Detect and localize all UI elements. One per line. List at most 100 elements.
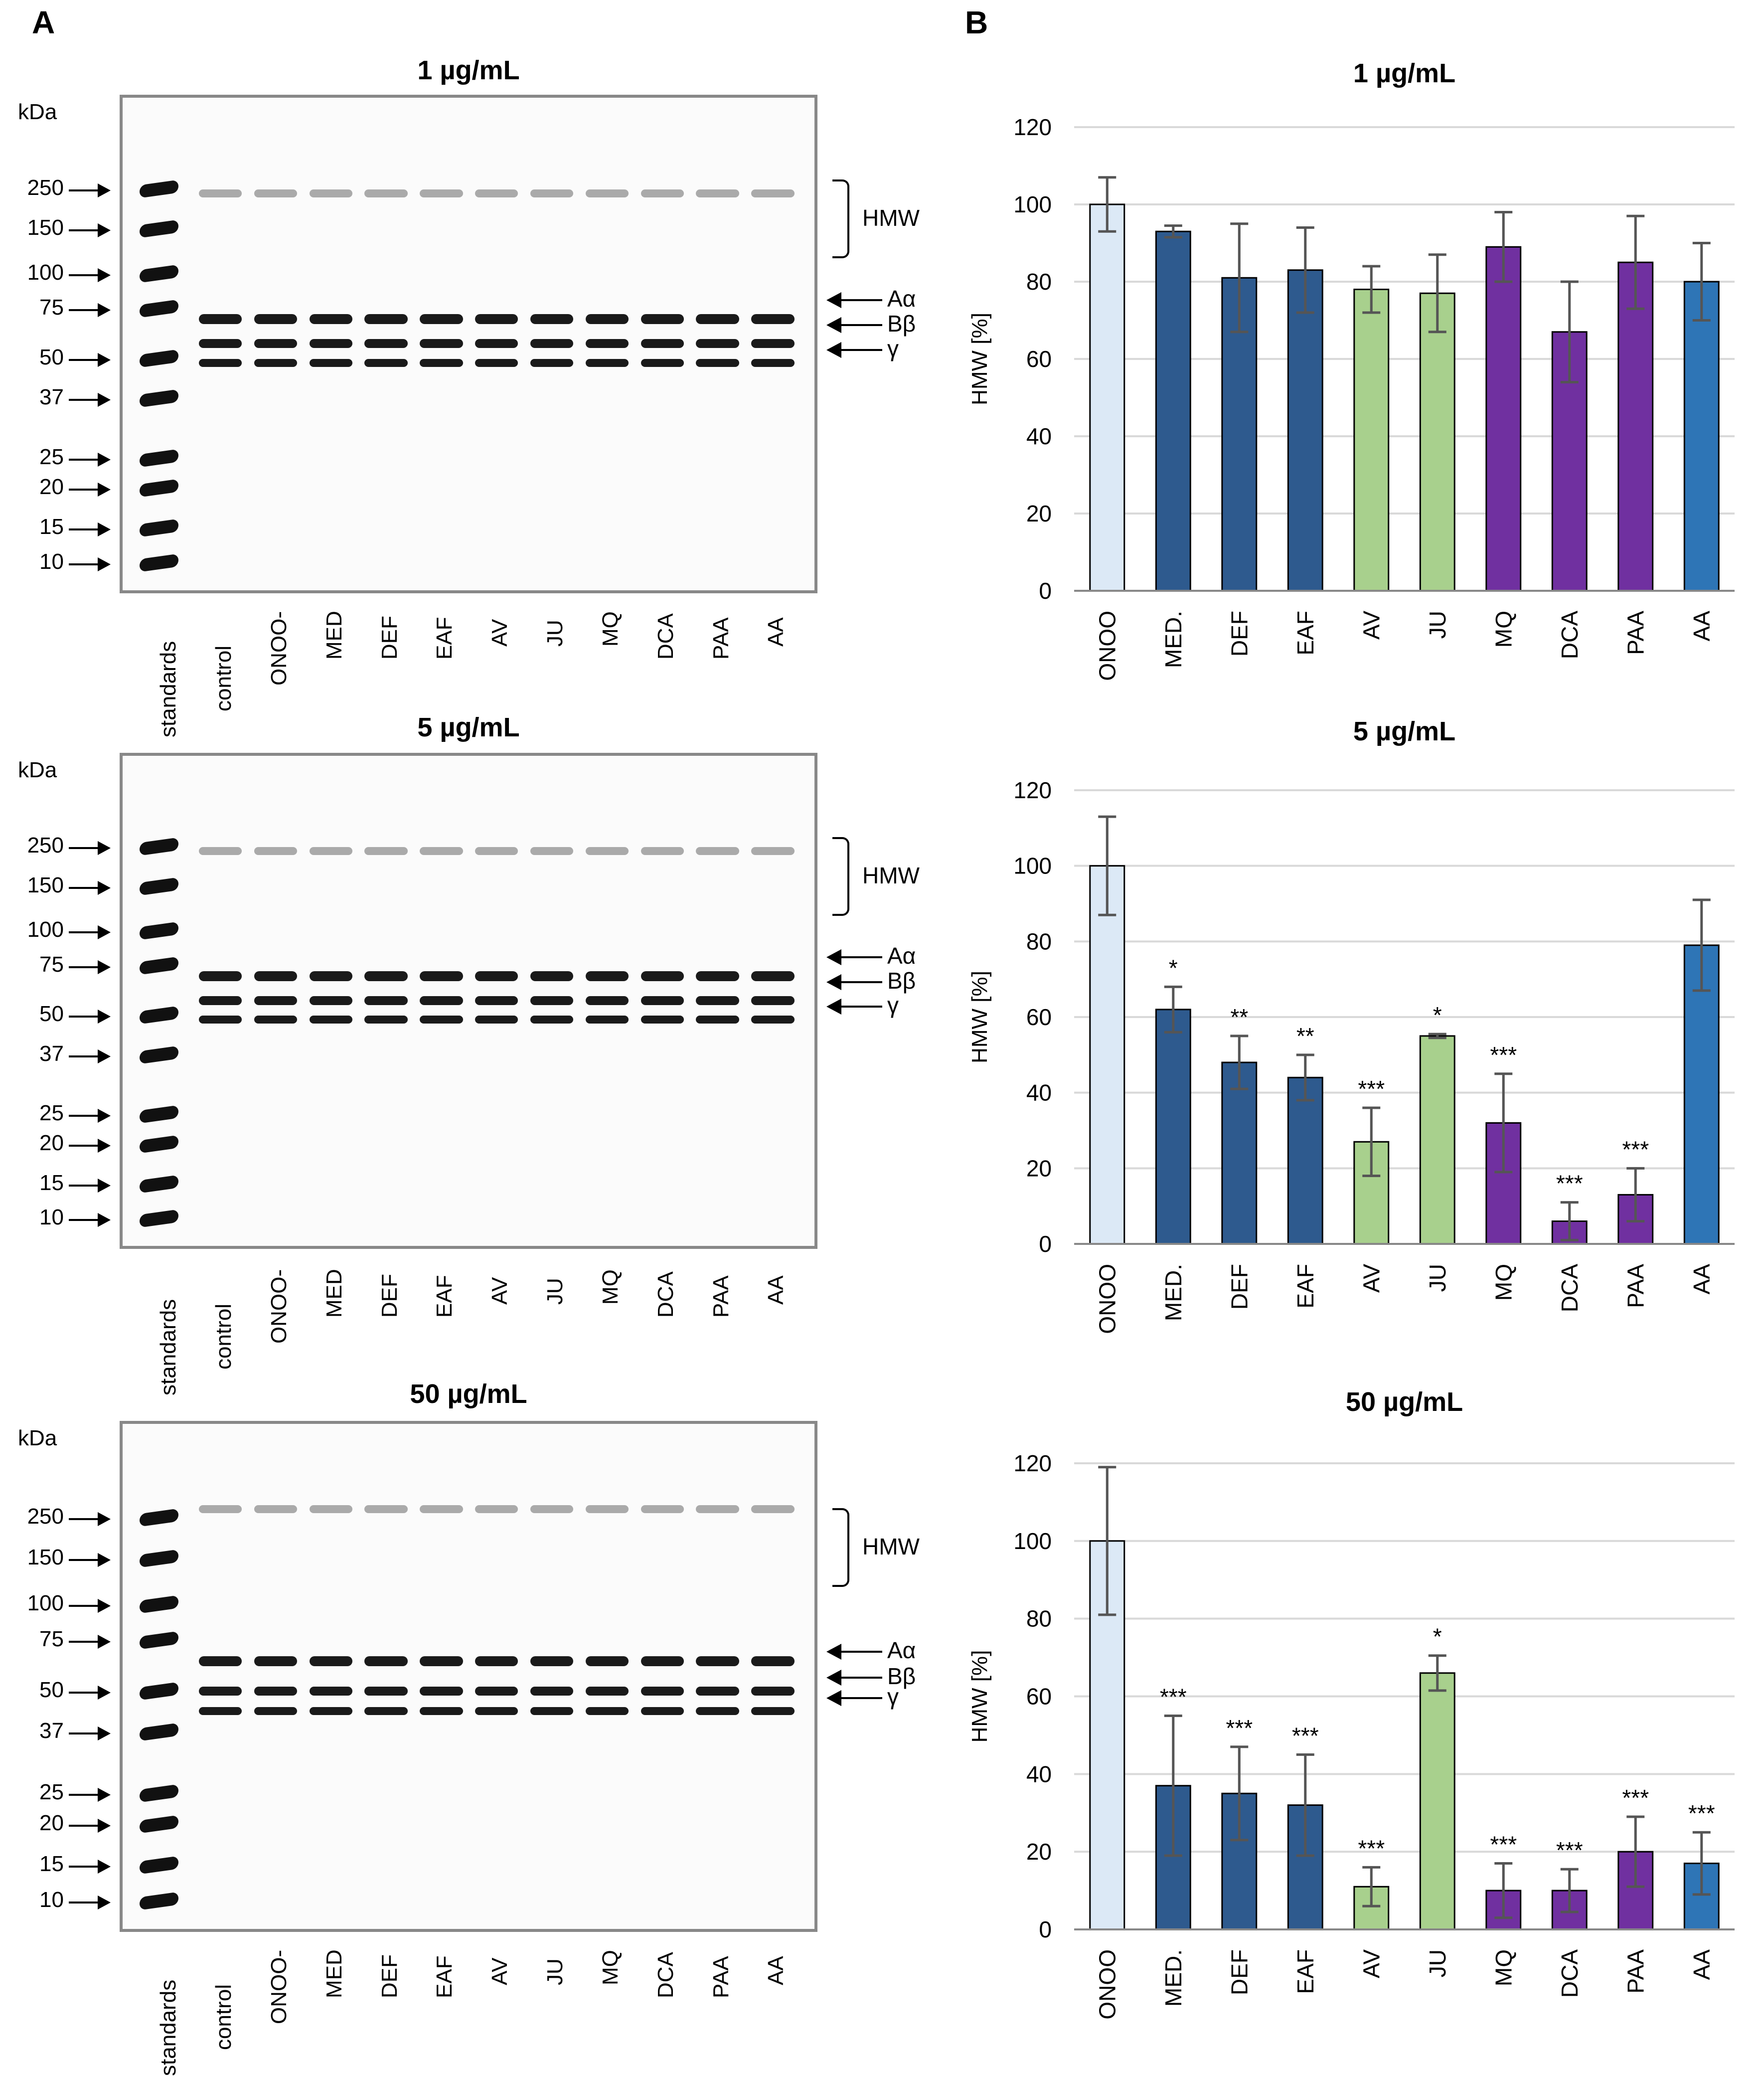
protein-band	[254, 314, 298, 324]
band-arrow-icon	[826, 1669, 882, 1686]
y-tick-label: 0	[1039, 1916, 1052, 1942]
marker-label: 10	[39, 1205, 64, 1230]
hmw-brace	[832, 837, 849, 916]
hmw-label: HMW	[862, 1533, 920, 1559]
y-tick-label: 60	[1026, 346, 1052, 372]
protein-band	[641, 339, 684, 348]
marker-arrow-icon	[69, 1686, 111, 1700]
marker-arrow-icon	[69, 1553, 111, 1567]
panel-label-a: A	[32, 4, 55, 40]
x-tick-label: DEF	[1226, 1949, 1252, 1995]
x-tick-label: ONOO	[1094, 1264, 1120, 1334]
marker-label: 25	[39, 1780, 64, 1805]
band-arrow-icon	[826, 1644, 882, 1660]
significance-label: *	[1169, 955, 1178, 981]
significance-label: ***	[1622, 1136, 1649, 1162]
significance-label: ***	[1226, 1715, 1253, 1741]
protein-band	[254, 359, 298, 367]
band-arrow-icon	[826, 974, 882, 990]
protein-band	[585, 339, 629, 348]
protein-band	[696, 971, 739, 981]
significance-label: *	[1433, 1002, 1442, 1028]
marker-arrow-icon	[69, 1139, 111, 1153]
protein-band	[530, 1656, 574, 1666]
protein-band	[420, 1016, 463, 1024]
protein-band	[641, 1656, 684, 1666]
protein-band	[254, 1656, 298, 1666]
protein-band	[585, 971, 629, 981]
protein-band	[751, 847, 795, 856]
protein-band	[420, 1707, 463, 1715]
y-tick-label: 40	[1026, 423, 1052, 449]
protein-band	[475, 996, 518, 1005]
x-tick-label: AA	[1689, 1949, 1715, 1980]
marker-label: 20	[39, 1131, 64, 1156]
protein-band	[364, 996, 408, 1005]
y-tick-label: 20	[1026, 1155, 1052, 1181]
protein-band	[420, 189, 463, 197]
bar	[1155, 230, 1191, 592]
protein-band	[641, 314, 684, 324]
x-tick-label: MED.	[1160, 611, 1186, 668]
marker-label: 75	[39, 295, 64, 320]
protein-band	[309, 359, 352, 367]
significance-label: ***	[1160, 1684, 1187, 1710]
protein-band	[198, 1505, 242, 1514]
marker-arrow-icon	[69, 1049, 111, 1063]
protein-band	[696, 314, 739, 324]
marker-label: 25	[39, 445, 64, 469]
marker-label: 15	[39, 515, 64, 539]
protein-band	[641, 1505, 684, 1514]
protein-band	[751, 1505, 795, 1514]
protein-band	[751, 1016, 795, 1024]
y-tick-label: 100	[1013, 853, 1052, 879]
protein-band	[751, 339, 795, 348]
x-tick-label: DEF	[1226, 611, 1252, 657]
marker-arrow-icon	[69, 880, 111, 895]
bar	[1089, 203, 1125, 592]
y-tick-label: 60	[1026, 1004, 1052, 1030]
protein-band	[198, 1707, 242, 1715]
protein-band	[751, 1707, 795, 1715]
x-tick-label: PAA	[1622, 1264, 1648, 1308]
protein-band	[530, 1016, 574, 1024]
protein-band	[696, 1707, 739, 1715]
y-tick-label: 40	[1026, 1761, 1052, 1787]
significance-label: ***	[1556, 1837, 1583, 1863]
marker-label: 10	[39, 1887, 64, 1912]
x-tick-label: MED.	[1160, 1264, 1186, 1321]
protein-band	[364, 189, 408, 197]
protein-band	[198, 1656, 242, 1666]
protein-band	[530, 189, 574, 197]
protein-band	[585, 1505, 629, 1514]
marker-arrow-icon	[69, 960, 111, 974]
y-tick-label: 80	[1026, 1606, 1052, 1632]
protein-band	[420, 1687, 463, 1696]
marker-arrow-icon	[69, 393, 111, 407]
y-tick-label: 40	[1026, 1080, 1052, 1106]
band-arrow-icon	[826, 949, 882, 965]
protein-band	[641, 1687, 684, 1696]
protein-band	[530, 971, 574, 981]
marker-arrow-icon	[69, 557, 111, 571]
protein-band	[254, 847, 298, 856]
protein-band	[420, 847, 463, 856]
protein-band	[364, 971, 408, 981]
protein-band	[751, 359, 795, 367]
protein-band	[641, 359, 684, 367]
marker-label: 150	[27, 215, 64, 240]
marker-arrow-icon	[69, 925, 111, 940]
x-tick-label: DEF	[1226, 1264, 1252, 1310]
protein-band	[475, 971, 518, 981]
significance-label: **	[1296, 1023, 1314, 1049]
marker-label: 150	[27, 1545, 64, 1569]
protein-band	[475, 1707, 518, 1715]
protein-band	[530, 1505, 574, 1514]
protein-band	[751, 1687, 795, 1696]
y-axis-label: HMW [%]	[967, 313, 992, 405]
marker-arrow-icon	[69, 1213, 111, 1227]
marker-label: 37	[39, 1719, 64, 1743]
significance-label: ***	[1688, 1800, 1715, 1826]
kda-label: kDa	[18, 1426, 57, 1450]
